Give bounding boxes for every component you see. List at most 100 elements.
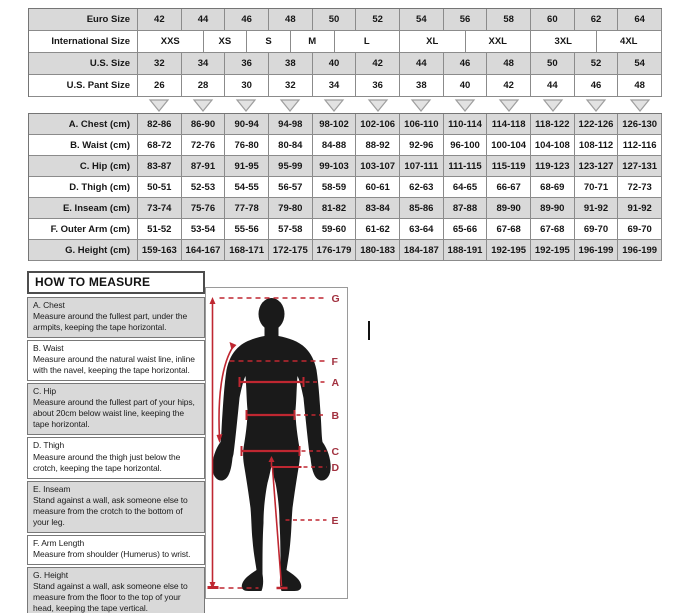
table-cell: 65-66 bbox=[443, 219, 488, 240]
table-cell: 64-65 bbox=[443, 177, 488, 198]
table-cell: 83-84 bbox=[356, 198, 400, 219]
down-triangle-icon bbox=[454, 99, 476, 112]
human-silhouette-icon bbox=[212, 298, 331, 591]
measure-instruction: C. Hip Measure around the fullest part o… bbox=[27, 383, 205, 436]
body-measurement-table: A. Chest (cm) 82-86 86-90 90-94 94-98 98-102 1… bbox=[28, 113, 662, 261]
table-cell: 52 bbox=[356, 9, 400, 31]
figure-label-f: F bbox=[332, 356, 339, 368]
table-cell: 70-71 bbox=[574, 177, 619, 198]
table-cell: 32 bbox=[269, 75, 313, 97]
row-label: U.S. Pant Size bbox=[29, 75, 138, 97]
table-cell: 46 bbox=[225, 9, 269, 31]
how-to-measure-sections: A. Chest Measure around the fullest part… bbox=[27, 297, 205, 613]
row-label: G. Height (cm) bbox=[29, 240, 138, 261]
size-conversion-table: Euro Size 42 44 46 48 50 52 54 56 58 60 62 64 Interna… bbox=[28, 8, 662, 97]
table-cell: 50-51 bbox=[138, 177, 182, 198]
table-cell: 46 bbox=[574, 75, 619, 97]
table-cell: 4XL bbox=[596, 31, 662, 53]
table-cell: 84-88 bbox=[312, 135, 357, 156]
measure-instruction: B. Waist Measure around the natural wais… bbox=[27, 340, 205, 382]
table-cell: 44 bbox=[181, 9, 226, 31]
figure-label-g: G bbox=[332, 293, 340, 305]
table-cell: 110-114 bbox=[443, 114, 488, 135]
row-label: E. Inseam (cm) bbox=[29, 198, 138, 219]
table-cell: 72-73 bbox=[618, 177, 662, 198]
text-cursor-artifact bbox=[368, 321, 370, 340]
table-cell: 3XL bbox=[531, 31, 597, 53]
table-cell: 196-199 bbox=[618, 240, 662, 261]
table-cell: 118-122 bbox=[531, 114, 575, 135]
table-cell: 60 bbox=[531, 9, 575, 31]
table-cell: XXL bbox=[465, 31, 531, 53]
instruction-label: C. Hip bbox=[33, 386, 57, 397]
table-cell: 114-118 bbox=[487, 114, 531, 135]
down-triangle-icon bbox=[629, 99, 651, 112]
figure-label-d: D bbox=[332, 462, 340, 474]
row-label: A. Chest (cm) bbox=[29, 114, 138, 135]
down-triangle-icon bbox=[148, 99, 170, 112]
instruction-label: A. Chest bbox=[33, 300, 65, 310]
table-cell: 126-130 bbox=[618, 114, 662, 135]
down-triangle-icon bbox=[235, 99, 257, 112]
row-label: C. Hip (cm) bbox=[29, 156, 138, 177]
instruction-text: Stand against a wall, ask someone else t… bbox=[33, 494, 188, 527]
table-cell: 168-171 bbox=[225, 240, 269, 261]
table-cell: XS bbox=[203, 31, 248, 53]
down-triangle-icon bbox=[498, 99, 520, 112]
table-cell: 58 bbox=[487, 9, 531, 31]
body-silhouette-diagram: G F A B C D E bbox=[207, 293, 340, 591]
row-label: Euro Size bbox=[29, 9, 138, 31]
table-cell: 91-92 bbox=[618, 198, 662, 219]
table-cell: 58-59 bbox=[312, 177, 357, 198]
table-cell: 92-96 bbox=[400, 135, 444, 156]
row-label: International Size bbox=[29, 31, 138, 53]
table-cell: 111-115 bbox=[443, 156, 488, 177]
measure-instruction: F. Arm Length Measure from shoulder (Hum… bbox=[27, 534, 205, 565]
table-cell: 98-102 bbox=[312, 114, 357, 135]
column-arrows bbox=[137, 99, 662, 112]
table-cell: 50 bbox=[312, 9, 357, 31]
measurement-figure: G F A B C D E bbox=[205, 287, 348, 599]
table-cell: 176-179 bbox=[312, 240, 357, 261]
table-cell: 42 bbox=[356, 53, 400, 75]
table-cell: 123-127 bbox=[574, 156, 619, 177]
table-cell: 61-62 bbox=[356, 219, 400, 240]
table-cell: 69-70 bbox=[574, 219, 619, 240]
table-cell: 73-74 bbox=[138, 198, 182, 219]
table-cell: 32 bbox=[138, 53, 182, 75]
table-cell: 95-99 bbox=[269, 156, 313, 177]
table-cell: 26 bbox=[138, 75, 182, 97]
table-cell: 103-107 bbox=[356, 156, 400, 177]
table-cell: 119-123 bbox=[531, 156, 575, 177]
table-cell: XL bbox=[400, 31, 466, 53]
table-cell: 77-78 bbox=[225, 198, 269, 219]
table-cell: 64 bbox=[618, 9, 662, 31]
table-cell: 164-167 bbox=[181, 240, 226, 261]
instruction-label: F. Arm Length bbox=[33, 537, 85, 548]
row-label: U.S. Size bbox=[29, 53, 138, 75]
instruction-text: Measure from shoulder (Humerus) to wrist… bbox=[33, 548, 191, 559]
table-cell: 89-90 bbox=[531, 198, 575, 219]
table-cell: 56 bbox=[443, 9, 488, 31]
measure-instruction: G. Height Stand against a wall, ask some… bbox=[27, 566, 205, 613]
figure-label-b: B bbox=[332, 410, 340, 422]
instruction-text: Measure around the thigh just below the … bbox=[33, 451, 181, 473]
table-cell: 91-95 bbox=[225, 156, 269, 177]
table-cell: 52-53 bbox=[181, 177, 226, 198]
down-triangle-icon bbox=[279, 99, 301, 112]
figure-label-a: A bbox=[332, 377, 340, 389]
down-triangle-icon bbox=[585, 99, 607, 112]
table-cell: 88-92 bbox=[356, 135, 400, 156]
table-cell: 75-76 bbox=[181, 198, 226, 219]
table-cell: 52 bbox=[574, 53, 619, 75]
table-cell: 80-84 bbox=[269, 135, 313, 156]
table-cell: 68-72 bbox=[138, 135, 182, 156]
table-cell: 196-199 bbox=[574, 240, 619, 261]
table-cell: 48 bbox=[487, 53, 531, 75]
table-cell: 122-126 bbox=[574, 114, 619, 135]
table-cell: 55-56 bbox=[225, 219, 269, 240]
measure-instruction: E. Inseam Stand against a wall, ask some… bbox=[27, 480, 205, 533]
table-cell: 62-63 bbox=[400, 177, 444, 198]
how-to-measure-title: HOW TO MEASURE bbox=[27, 271, 205, 294]
table-cell: 38 bbox=[269, 53, 313, 75]
